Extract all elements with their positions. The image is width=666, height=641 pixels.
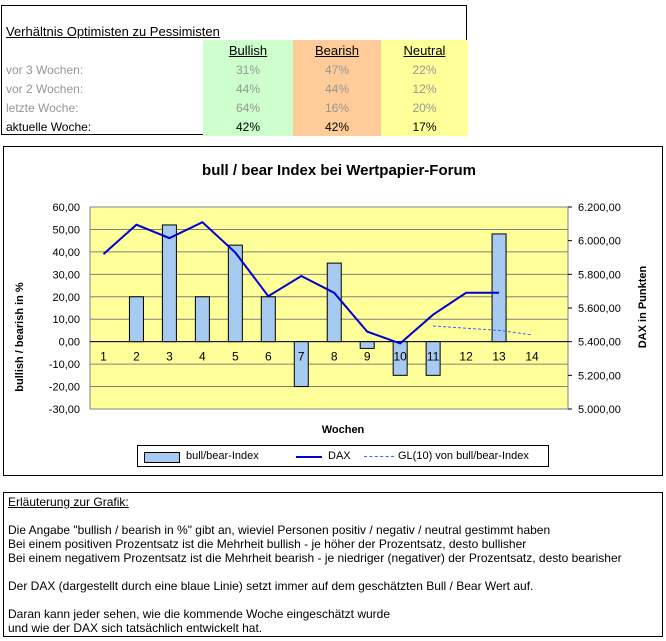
cell-bullish: 42% (235, 120, 261, 134)
cell-bullish: 31% (235, 63, 261, 77)
y-axis-label: bullish / bearish in % (14, 282, 26, 392)
header-neutral: Neutral (403, 43, 446, 58)
legend-bar-swatch (144, 452, 180, 463)
chart-area: bull / bear Index bei Wertpapier-Forum 6… (3, 146, 663, 476)
y2-tick-label: 5.200,00 (578, 370, 621, 382)
y-tick-label: -30,00 (49, 404, 80, 416)
y-tick-label: 20,00 (52, 292, 80, 304)
cell-bearish: 47% (324, 63, 350, 77)
y2-tick-label: 6.000,00 (578, 236, 621, 248)
bar (392, 341, 408, 376)
x-tick-label: 1 (100, 350, 107, 364)
notes-heading: Erläuterung zur Grafik: (8, 495, 129, 509)
summary-table: Verhältnis Optimisten zu Pessimisten Bul… (1, 5, 468, 136)
notes-line: und wie der DAX sich tatsächlich entwick… (8, 621, 263, 635)
cell-neutral: 22% (412, 63, 437, 77)
y-tick-label: 50,00 (52, 224, 80, 236)
cell-bearish: 44% (324, 82, 350, 96)
chart-svg: bull / bear Index bei Wertpapier-Forum 6… (14, 162, 649, 436)
cell-bullish: 64% (235, 101, 261, 115)
bullish-column (203, 40, 293, 136)
bar (260, 296, 276, 343)
x-axis-label: Wochen (322, 424, 365, 436)
neutral-column (381, 40, 468, 136)
x-tick-label: 14 (525, 350, 539, 364)
x-tick-label: 9 (364, 350, 371, 364)
bar (227, 244, 243, 343)
y2-axis-label: DAX in Punkten (637, 265, 649, 348)
x-tick-label: 13 (492, 350, 506, 364)
cell-bullish: 44% (235, 82, 261, 96)
y2-tick-label: 5.000,00 (578, 404, 621, 416)
y-tick-label: 30,00 (52, 269, 80, 281)
row-label: aktuelle Woche: (6, 120, 92, 134)
x-tick-label: 7 (298, 350, 305, 364)
legend-dax-swatch (296, 456, 322, 458)
notes-line: Die Angabe "bullish / bearish in %" gibt… (8, 523, 551, 537)
y-tick-label: 0,00 (59, 337, 80, 349)
notes-line: Der DAX (dargestellt durch eine blaue Li… (8, 579, 534, 593)
y2-tick-label: 5.800,00 (578, 269, 621, 281)
summary-title: Verhältnis Optimisten zu Pessimisten (6, 24, 220, 39)
notes-line: Bei einem negativem Prozentsatz ist die … (8, 551, 622, 565)
x-tick-label: 6 (265, 350, 272, 364)
y-tick-label: 60,00 (52, 202, 80, 214)
row-label: letzte Woche: (6, 101, 79, 115)
chart-legend: bull/bear-Index DAX GL(10) von bull/bear… (137, 445, 549, 467)
cell-neutral: 17% (412, 120, 437, 134)
gl10-line (433, 325, 533, 336)
y-tick-label: 10,00 (52, 314, 80, 326)
bar (161, 224, 177, 343)
header-bearish: Bearish (314, 43, 360, 58)
x-tick-label: 10 (393, 350, 407, 364)
legend-gl-label: GL(10) von bull/bear-Index (398, 450, 529, 462)
notes-line: Daran kann jeder sehen, wie die kommende… (8, 607, 390, 621)
notes-box: Erläuterung zur Grafik: Die Angabe "bull… (3, 492, 663, 637)
row-label: vor 2 Wochen: (6, 82, 84, 96)
bar (326, 262, 342, 343)
notes-line: Bei einem positiven Prozentsatz ist die … (8, 537, 527, 551)
y2-tick-label: 5.400,00 (578, 337, 621, 349)
x-tick-label: 4 (199, 350, 206, 364)
legend-gl-swatch (364, 456, 394, 457)
legend-dax-label: DAX (328, 450, 351, 462)
bar (293, 341, 309, 388)
chart-title: bull / bear Index bei Wertpapier-Forum (202, 162, 476, 179)
cell-neutral: 20% (412, 101, 437, 115)
y-tick-label: -10,00 (49, 359, 80, 371)
bearish-column (293, 40, 381, 136)
x-tick-label: 5 (232, 350, 239, 364)
y2-tick-label: 5.600,00 (578, 303, 621, 315)
bar (359, 341, 375, 349)
cell-bearish: 16% (324, 101, 350, 115)
x-tick-label: 12 (459, 350, 473, 364)
y-tick-label: -20,00 (49, 382, 80, 394)
bar (425, 341, 441, 376)
bar (128, 296, 144, 343)
y2-tick-label: 6.200,00 (578, 202, 621, 214)
x-tick-label: 2 (133, 350, 140, 364)
header-bullish: Bullish (228, 43, 268, 58)
bar (491, 233, 507, 343)
cell-neutral: 12% (412, 82, 437, 96)
dax-line (102, 221, 500, 345)
bar (194, 296, 210, 343)
row-label: vor 3 Wochen: (6, 63, 84, 77)
y-tick-label: 40,00 (52, 247, 80, 259)
legend-bar-label: bull/bear-Index (186, 450, 259, 462)
x-tick-label: 8 (331, 350, 338, 364)
x-tick-label: 11 (427, 350, 440, 364)
cell-bearish: 42% (324, 120, 350, 134)
x-tick-label: 3 (166, 350, 173, 364)
